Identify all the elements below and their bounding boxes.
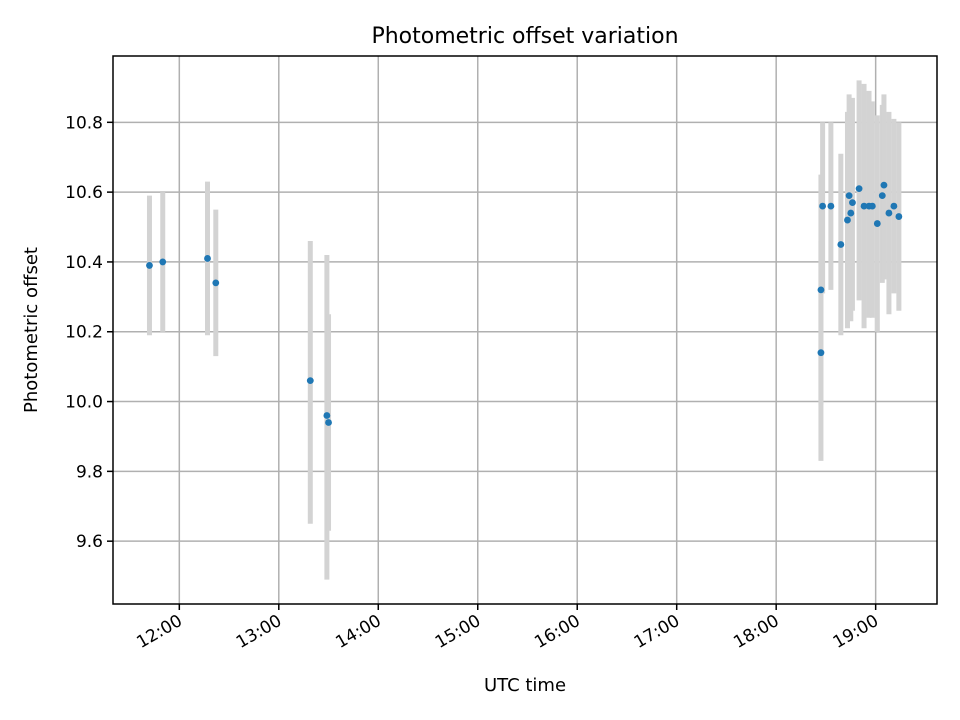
data-point: [845, 192, 853, 200]
data-point: [895, 213, 903, 220]
data-point: [878, 192, 886, 200]
data-point: [880, 181, 888, 189]
data-point: [890, 202, 898, 210]
chart-title: Photometric offset variation: [371, 24, 678, 49]
x-axis-ticks: 12:00 13:00 14:00 15:00 16:00 17:00 18:00 19:00: [133, 604, 882, 653]
data-point: [817, 349, 825, 357]
x-tick-label: 13:00: [233, 611, 285, 653]
plot-frame: [112, 55, 938, 605]
x-tick-label: 19:00: [830, 611, 882, 653]
data-point: [849, 199, 856, 206]
y-tick-label: 9.8: [76, 462, 103, 482]
x-tick-label: 15:00: [432, 611, 484, 653]
x-tick-label: 16:00: [531, 611, 583, 653]
data-point: [146, 262, 153, 269]
x-tick-label: 14:00: [332, 611, 384, 653]
data-point: [844, 216, 851, 224]
x-tick-label: 17:00: [631, 611, 683, 653]
data-point: [159, 258, 167, 266]
grid-lines: [113, 56, 937, 604]
data-point: [855, 185, 863, 193]
y-tick-label: 10.4: [65, 253, 103, 273]
x-axis-label: UTC time: [484, 675, 566, 696]
x-tick-label: 18:00: [730, 611, 782, 653]
data-point: [819, 202, 827, 210]
data-point: [817, 286, 825, 294]
y-axis-ticks: 9.6 9.8 10.0 10.2 10.4 10.6 10.8: [65, 113, 113, 552]
y-tick-label: 10.8: [65, 113, 103, 133]
data-points: [146, 181, 903, 426]
error-bars: [146, 80, 902, 580]
data-point: [204, 255, 211, 262]
x-tick-label: 12:00: [133, 611, 185, 653]
data-point: [860, 202, 868, 210]
y-tick-label: 10.0: [65, 393, 103, 413]
data-point: [212, 279, 220, 287]
data-point: [873, 220, 881, 227]
data-point: [885, 209, 893, 217]
data-point: [323, 412, 331, 419]
data-point: [837, 241, 845, 248]
data-point: [847, 209, 855, 217]
y-tick-label: 9.6: [76, 532, 103, 552]
y-tick-label: 10.6: [65, 183, 103, 203]
y-tick-label: 10.2: [65, 323, 103, 343]
y-axis-label: Photometric offset: [21, 247, 42, 413]
data-point: [325, 419, 332, 426]
data-point: [868, 202, 876, 210]
data-point: [306, 377, 314, 385]
data-point: [827, 202, 835, 210]
